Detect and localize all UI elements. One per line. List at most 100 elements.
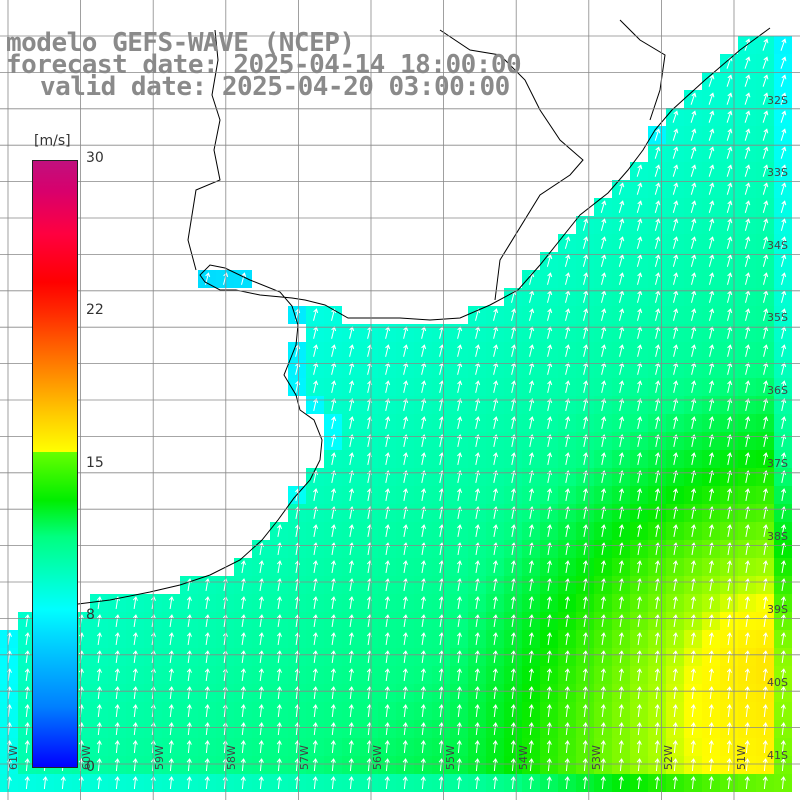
wind-arrow	[547, 452, 553, 465]
wind-arrow	[583, 416, 589, 430]
wind-arrow	[709, 272, 715, 285]
wind-arrow	[618, 560, 624, 573]
wind-arrow	[402, 776, 408, 790]
wind-arrow	[420, 776, 426, 790]
wind-arrow	[618, 740, 624, 754]
wind-arrow	[439, 434, 445, 447]
wind-arrow	[258, 560, 264, 573]
wind-arrow	[114, 668, 120, 681]
wind-arrow	[691, 290, 697, 303]
wind-arrow	[96, 758, 102, 772]
wind-arrow	[204, 596, 210, 609]
wind-arrow	[727, 416, 733, 430]
wind-arrow	[186, 758, 192, 772]
wind-arrow	[240, 596, 246, 609]
wind-arrow	[691, 416, 697, 430]
wind-arrow	[547, 272, 553, 285]
wind-arrow	[384, 704, 390, 718]
wind-arrow	[673, 524, 679, 537]
wind-arrow	[744, 668, 750, 681]
wind-arrow	[313, 344, 319, 357]
wind-arrow	[457, 488, 463, 501]
wind-arrow	[780, 218, 787, 231]
wind-arrow	[528, 740, 534, 754]
wind-arrow	[726, 722, 732, 736]
wind-arrow	[168, 740, 174, 754]
wind-arrow	[762, 56, 769, 69]
wind-arrow	[528, 686, 534, 700]
wind-arrow	[708, 236, 715, 249]
wind-arrow	[438, 632, 444, 645]
wind-arrow	[636, 254, 643, 267]
wind-arrow	[690, 722, 696, 736]
wind-arrow	[168, 596, 174, 609]
wind-arrow	[114, 632, 120, 645]
wind-arrow	[762, 164, 769, 177]
colorbar-tick-0: 0	[86, 759, 95, 775]
wind-arrow	[690, 686, 696, 700]
wind-arrow	[762, 200, 769, 213]
wind-arrow	[709, 380, 715, 393]
wind-arrow	[708, 110, 715, 123]
wind-arrow	[493, 416, 499, 430]
wind-arrow	[204, 632, 210, 645]
wind-arrow	[762, 776, 768, 790]
wind-arrow	[582, 776, 588, 790]
wind-arrow	[726, 668, 732, 681]
wind-arrow	[637, 398, 643, 412]
wind-arrow	[690, 596, 696, 609]
wind-arrow	[654, 722, 660, 736]
wind-arrow	[619, 272, 625, 285]
wind-arrow	[726, 578, 732, 591]
wind-arrow	[636, 722, 642, 736]
wind-arrow	[529, 398, 535, 412]
wind-arrow	[582, 632, 588, 645]
wind-arrow	[456, 650, 462, 663]
wind-arrow	[619, 344, 625, 357]
wind-arrow	[474, 632, 480, 645]
wind-arrow	[745, 452, 751, 465]
wind-arrow	[781, 290, 787, 303]
wind-arrow	[348, 560, 354, 573]
wind-arrow	[240, 704, 246, 718]
wind-arrow	[619, 524, 625, 537]
wind-arrow	[690, 578, 696, 591]
wind-arrow	[672, 668, 678, 681]
wind-arrow	[258, 758, 264, 772]
wind-arrow	[636, 776, 642, 790]
wind-arrow	[348, 776, 354, 790]
wind-arrow	[96, 632, 102, 645]
lat-label: 37S	[767, 457, 788, 470]
wind-arrow	[745, 434, 751, 447]
wind-arrow	[745, 524, 751, 537]
wind-arrow	[529, 434, 535, 447]
wind-arrow	[114, 704, 120, 718]
wind-arrow	[402, 758, 408, 772]
wind-arrow	[168, 686, 174, 700]
wind-arrow	[744, 632, 750, 645]
wind-arrow	[655, 308, 661, 321]
wind-arrow	[744, 650, 750, 663]
wind-arrow	[744, 758, 750, 772]
wind-arrow	[24, 632, 30, 645]
wind-arrow	[727, 488, 733, 501]
wind-arrow	[762, 740, 768, 754]
wind-arrow	[619, 416, 625, 430]
coastline	[69, 27, 771, 606]
wind-arrow	[780, 722, 786, 736]
wind-arrow	[384, 758, 390, 772]
lon-label: 55W	[444, 745, 457, 770]
wind-arrow	[114, 686, 120, 700]
wind-arrow	[780, 704, 786, 718]
wind-arrow	[708, 200, 715, 213]
wind-arrow	[583, 344, 589, 357]
border-line	[439, 29, 584, 301]
wind-arrow	[672, 236, 679, 249]
wind-arrow	[312, 686, 318, 700]
wind-arrow	[330, 776, 336, 790]
wind-arrow	[349, 380, 355, 393]
wind-arrow	[690, 668, 696, 681]
wind-arrow	[385, 488, 391, 501]
wind-arrow	[529, 344, 535, 357]
wind-arrow	[456, 560, 462, 573]
